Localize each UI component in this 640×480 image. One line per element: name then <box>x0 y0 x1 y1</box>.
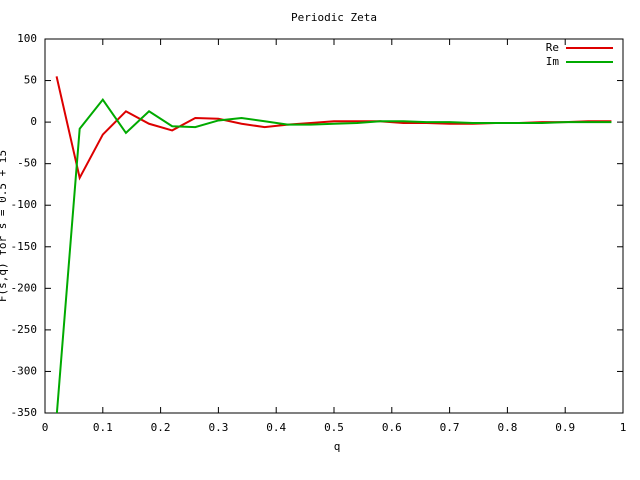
y-tick-label: -350 <box>11 406 38 419</box>
y-tick-label: 100 <box>17 32 37 45</box>
x-tick-label: 0.9 <box>555 421 575 434</box>
chart-title: Periodic Zeta <box>291 11 377 24</box>
y-tick-label: -200 <box>11 281 38 294</box>
y-tick-label: -100 <box>11 198 38 211</box>
x-tick-label: 0.2 <box>151 421 171 434</box>
legend-label: Re <box>546 41 559 54</box>
x-tick-label: 0.5 <box>324 421 344 434</box>
x-tick-label: 0.7 <box>440 421 460 434</box>
x-tick-label: 0.3 <box>208 421 228 434</box>
y-tick-label: 50 <box>24 74 37 87</box>
y-tick-label: -250 <box>11 323 38 336</box>
y-tick-label: 0 <box>30 115 37 128</box>
x-tick-label: 0.4 <box>266 421 286 434</box>
y-tick-label: -150 <box>11 240 38 253</box>
x-tick-label: 0.8 <box>497 421 517 434</box>
y-axis-label: F(s,q) for s = 0.5 + i5 <box>0 150 9 302</box>
y-tick-label: -300 <box>11 364 38 377</box>
x-tick-label: 0.1 <box>93 421 113 434</box>
legend-label: Im <box>546 55 560 68</box>
plot-area <box>55 76 612 413</box>
x-tick-label: 0 <box>42 421 49 434</box>
x-tick-label: 1 <box>620 421 627 434</box>
x-tick-label: 0.6 <box>382 421 402 434</box>
x-axis-label: q <box>334 440 341 453</box>
data-line <box>55 97 612 413</box>
y-tick-label: -50 <box>17 157 37 170</box>
